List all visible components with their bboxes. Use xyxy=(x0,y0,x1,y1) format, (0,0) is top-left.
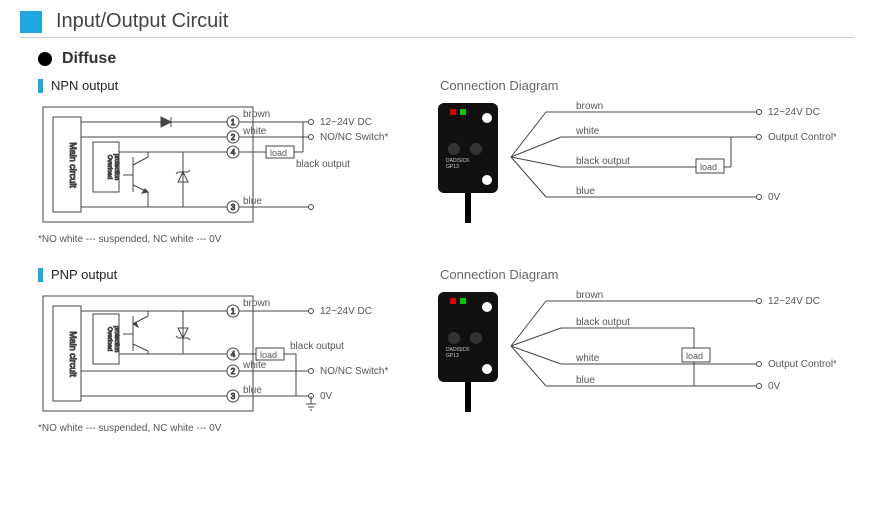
blue-label: blue xyxy=(243,385,262,396)
sensor-cable-icon xyxy=(465,193,471,223)
sensor-brand: DADISICKGP13 xyxy=(446,159,470,170)
conn-brown: brown xyxy=(576,290,603,301)
section-header: Input/Output Circuit xyxy=(20,10,854,38)
black-label: black output xyxy=(296,159,350,170)
brown-label: brown xyxy=(243,298,270,309)
switch-label: NO/NC Switch* xyxy=(320,132,388,143)
brown-label: brown xyxy=(243,109,270,120)
sensor-lens-icon xyxy=(470,332,482,344)
conn-0v: 0V xyxy=(768,381,781,392)
npn-circuit-diagram: Main circuit Overload protection xyxy=(38,97,408,227)
main-circuit-label: Main circuit xyxy=(68,142,78,188)
npn-wiring-diagram: brown 12~24V DC white Output Control* bl… xyxy=(506,97,836,217)
sensor-brand: DADISICKGP13 xyxy=(446,348,470,359)
subheader: Diffuse xyxy=(62,50,116,68)
sensor-lens-icon xyxy=(470,143,482,155)
npn-conn-title: Connection Diagram xyxy=(440,78,850,93)
conn-blue: blue xyxy=(576,186,595,197)
pin2: 2 xyxy=(231,367,236,376)
sensor-mount-hole-icon xyxy=(482,302,492,312)
sensor-cable-icon xyxy=(465,382,471,412)
pin4: 4 xyxy=(231,350,236,359)
sensor-red-led-icon xyxy=(450,298,456,304)
pnp-conn-wrap: DADISICKGP13 brown 12~24V DC black outpu… xyxy=(430,286,850,406)
npn-row: NPN output Main circuit Overload protect… xyxy=(20,78,854,245)
svg-text:protection: protection xyxy=(113,326,119,352)
npn-connection-col: Connection Diagram DADISICKGP13 xyxy=(430,78,850,245)
zero-v: 0V xyxy=(320,391,333,402)
switch-label: NO/NC Switch* xyxy=(320,366,388,377)
npn-conn-wrap: DADISICKGP13 brown 12~24V DC white Outpu… xyxy=(430,97,850,217)
vdc-label: 12~24V DC xyxy=(320,117,372,128)
pin2: 2 xyxy=(231,133,236,142)
sensor-image: DADISICKGP13 xyxy=(438,103,498,193)
section-marker xyxy=(20,11,42,33)
conn-out: Output Control* xyxy=(768,132,836,143)
load-label: load xyxy=(260,350,277,360)
conn-white: white xyxy=(575,353,600,364)
sensor-red-led-icon xyxy=(450,109,456,115)
conn-load: load xyxy=(700,162,717,172)
npn-circuit-col: NPN output Main circuit Overload protect… xyxy=(20,78,420,245)
subheader-row: Diffuse xyxy=(38,50,854,68)
conn-load: load xyxy=(686,351,703,361)
conn-out: Output Control* xyxy=(768,359,836,370)
conn-blue: blue xyxy=(576,375,595,386)
overload-label: Overload xyxy=(106,155,112,179)
black-label: black output xyxy=(290,341,344,352)
pin1: 1 xyxy=(231,118,236,127)
main-circuit-label: Main circuit xyxy=(68,331,78,377)
pin1: 1 xyxy=(231,307,236,316)
sensor-lens-icon xyxy=(448,143,460,155)
blue-bar-icon xyxy=(38,268,43,282)
pnp-wiring-diagram: brown 12~24V DC black output load white … xyxy=(506,286,836,406)
pin4: 4 xyxy=(231,148,236,157)
npn-label: NPN output xyxy=(51,78,118,93)
pnp-row: PNP output Main circuit Overload protect… xyxy=(20,267,854,434)
sensor-green-led-icon xyxy=(460,298,466,304)
sensor-mount-hole-icon xyxy=(482,364,492,374)
sensor-green-led-icon xyxy=(460,109,466,115)
svg-text:Overload: Overload xyxy=(106,327,112,351)
pnp-label-row: PNP output xyxy=(38,267,420,282)
sensor-mount-hole-icon xyxy=(482,113,492,123)
pin3: 3 xyxy=(231,392,236,401)
conn-v: 12~24V DC xyxy=(768,296,820,307)
blue-label: blue xyxy=(243,196,262,207)
white-label: white xyxy=(242,360,267,371)
svg-text:protection: protection xyxy=(113,154,119,180)
white-label: white xyxy=(242,126,267,137)
conn-black: black output xyxy=(576,317,630,328)
npn-note: *NO white --- suspended, NC white --- 0V xyxy=(38,234,420,245)
bullet-dot-icon xyxy=(38,52,52,66)
pnp-note: *NO white --- suspended, NC white --- 0V xyxy=(38,423,420,434)
sensor-mount-hole-icon xyxy=(482,175,492,185)
load-label: load xyxy=(270,148,287,158)
pnp-circuit-diagram: Main circuit Overload protection xyxy=(38,286,408,416)
pnp-circuit-col: PNP output Main circuit Overload protect… xyxy=(20,267,420,434)
sensor-lens-icon xyxy=(448,332,460,344)
conn-black: black output xyxy=(576,156,630,167)
vdc-label: 12~24V DC xyxy=(320,306,372,317)
section-title: Input/Output Circuit xyxy=(56,10,228,33)
blue-bar-icon xyxy=(38,79,43,93)
pnp-conn-title: Connection Diagram xyxy=(440,267,850,282)
pnp-connection-col: Connection Diagram DADISICKGP13 xyxy=(430,267,850,434)
pin3: 3 xyxy=(231,203,236,212)
conn-v: 12~24V DC xyxy=(768,107,820,118)
pnp-label: PNP output xyxy=(51,267,117,282)
conn-0v: 0V xyxy=(768,192,781,203)
sensor-image: DADISICKGP13 xyxy=(438,292,498,382)
conn-white: white xyxy=(575,126,600,137)
conn-brown: brown xyxy=(576,101,603,112)
npn-label-row: NPN output xyxy=(38,78,420,93)
